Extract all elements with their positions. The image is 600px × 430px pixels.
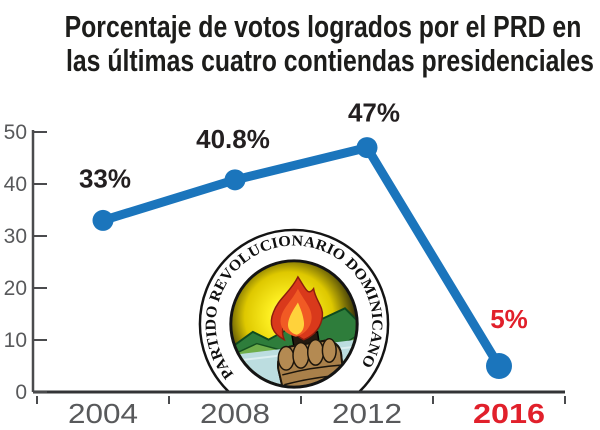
seal-inner-ring bbox=[229, 259, 359, 389]
data-point bbox=[486, 353, 512, 379]
y-tick-label: 0 bbox=[15, 381, 27, 404]
x-category-label: 2008 bbox=[200, 398, 270, 429]
chart-title-line1: Porcentaje de votos logrados por el PRD … bbox=[64, 9, 582, 44]
prd-logo: PARTIDO REVOLUCIONARIO DOMINICANO bbox=[196, 226, 392, 393]
y-tick-label: 50 bbox=[4, 121, 27, 144]
x-category-label: 2004 bbox=[68, 398, 138, 429]
data-point bbox=[224, 169, 246, 191]
data-point-label: 40.8% bbox=[196, 124, 270, 154]
data-point-label: 47% bbox=[348, 98, 400, 128]
data-point bbox=[92, 209, 114, 231]
y-tick-label: 30 bbox=[4, 225, 27, 248]
flame-core bbox=[287, 302, 305, 335]
data-point bbox=[356, 137, 378, 159]
prd-seal: PARTIDO REVOLUCIONARIO DOMINICANO bbox=[198, 228, 390, 393]
data-line bbox=[98, 143, 504, 371]
y-tick-label: 10 bbox=[4, 329, 27, 352]
x-category-label: 2012 bbox=[332, 398, 402, 429]
data-point-label: 5% bbox=[490, 304, 528, 334]
y-tick-label: 20 bbox=[4, 277, 27, 300]
chart-title-line2: las últimas cuatro contiendas presidenci… bbox=[65, 43, 594, 78]
chart-title: Porcentaje de votos logrados por el PRD … bbox=[0, 10, 600, 78]
y-tick-label: 40 bbox=[4, 173, 27, 196]
data-point-label: 33% bbox=[79, 163, 131, 193]
x-category-label: 2016 bbox=[473, 398, 545, 429]
